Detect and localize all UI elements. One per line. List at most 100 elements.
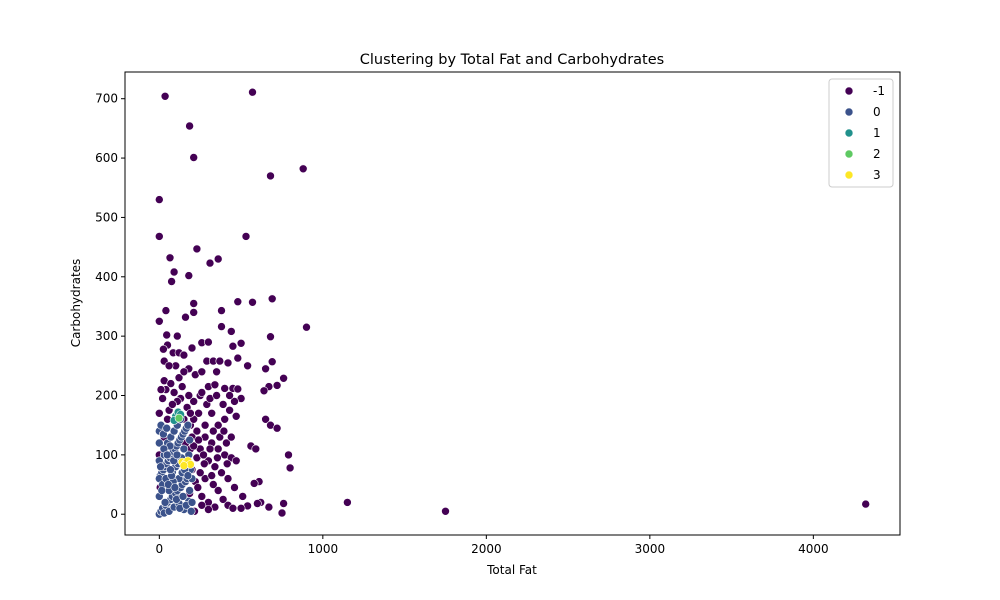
data-point [189,308,198,317]
data-point [199,450,208,460]
data-point [279,373,288,383]
data-point [243,361,252,371]
data-point [249,479,259,488]
data-point [156,462,165,472]
data-point [186,408,195,418]
data-point [248,87,257,97]
data-point [259,386,269,396]
legend-marker [844,170,854,180]
data-point [181,312,190,322]
data-point [213,453,222,463]
data-point [173,331,182,341]
data-point [241,232,251,241]
data-point [169,388,179,397]
legend-label: 3 [873,168,881,182]
x-tick-label: 1000 [308,542,339,556]
data-point [192,244,202,254]
data-point [228,503,238,513]
data-point [220,384,229,393]
data-point [266,332,275,342]
data-point [212,391,221,400]
y-tick-label: 400 [95,270,118,284]
data-point [209,480,218,489]
series--1 [155,87,871,518]
data-point [236,503,246,513]
data-point [302,322,311,332]
data-point [217,468,226,478]
data-point [195,468,205,478]
data-point [217,322,226,331]
data-point [166,465,175,475]
data-point [272,423,282,433]
data-point [205,258,215,268]
data-point [162,450,172,460]
y-axis-label: Carbohydrates [69,259,83,348]
data-point [200,420,210,430]
series-2 [174,413,184,423]
data-point [215,432,225,442]
y-tick-label: 700 [95,92,118,106]
data-point [174,413,184,423]
data-point [238,492,247,501]
data-point [223,358,233,368]
data-point [230,397,239,406]
data-point [197,500,207,510]
data-point [189,299,198,308]
data-point [161,306,171,315]
data-point [200,459,209,469]
data-point [207,408,216,418]
plot-area [155,87,871,519]
data-point [172,450,182,460]
data-point [223,474,233,483]
data-point [204,337,213,347]
data-point [197,492,207,501]
data-point [159,344,168,354]
data-point [213,254,223,264]
data-point [227,327,236,336]
data-point [205,444,215,454]
data-point [162,423,171,433]
data-point [168,400,177,409]
data-point [179,461,189,470]
data-point [213,444,223,454]
data-point [157,486,167,495]
plot-frame [124,71,901,536]
data-point [861,499,871,509]
data-point [184,391,194,400]
x-axis-label: Total Fat [486,563,537,577]
data-point [222,438,231,448]
data-point [264,502,274,512]
data-point [155,195,164,204]
data-point [279,499,288,508]
data-point [212,367,221,377]
data-point [197,367,207,377]
data-point [225,391,234,400]
data-point [193,483,203,492]
data-point [186,506,196,516]
data-point [185,435,194,445]
data-point [441,506,450,516]
data-point [187,343,197,353]
x-tick-label: 2000 [471,542,502,556]
x-tick-label: 3000 [635,542,666,556]
data-point [185,486,194,495]
data-point [197,388,207,397]
data-point [219,426,229,436]
data-point [261,364,270,374]
data-point [187,498,197,507]
data-point [210,380,220,390]
data-point [174,373,184,383]
data-point [155,316,164,326]
data-point [183,471,193,480]
legend-marker [844,107,854,117]
data-point [183,420,193,430]
data-point [236,338,246,348]
legend-label: 2 [873,147,881,161]
y-tick-label: 0 [110,507,118,521]
data-point [177,382,187,391]
data-point [228,341,238,351]
data-point [233,384,243,394]
data-point [218,495,228,504]
data-point [167,277,176,286]
legend-label: 1 [873,126,881,140]
